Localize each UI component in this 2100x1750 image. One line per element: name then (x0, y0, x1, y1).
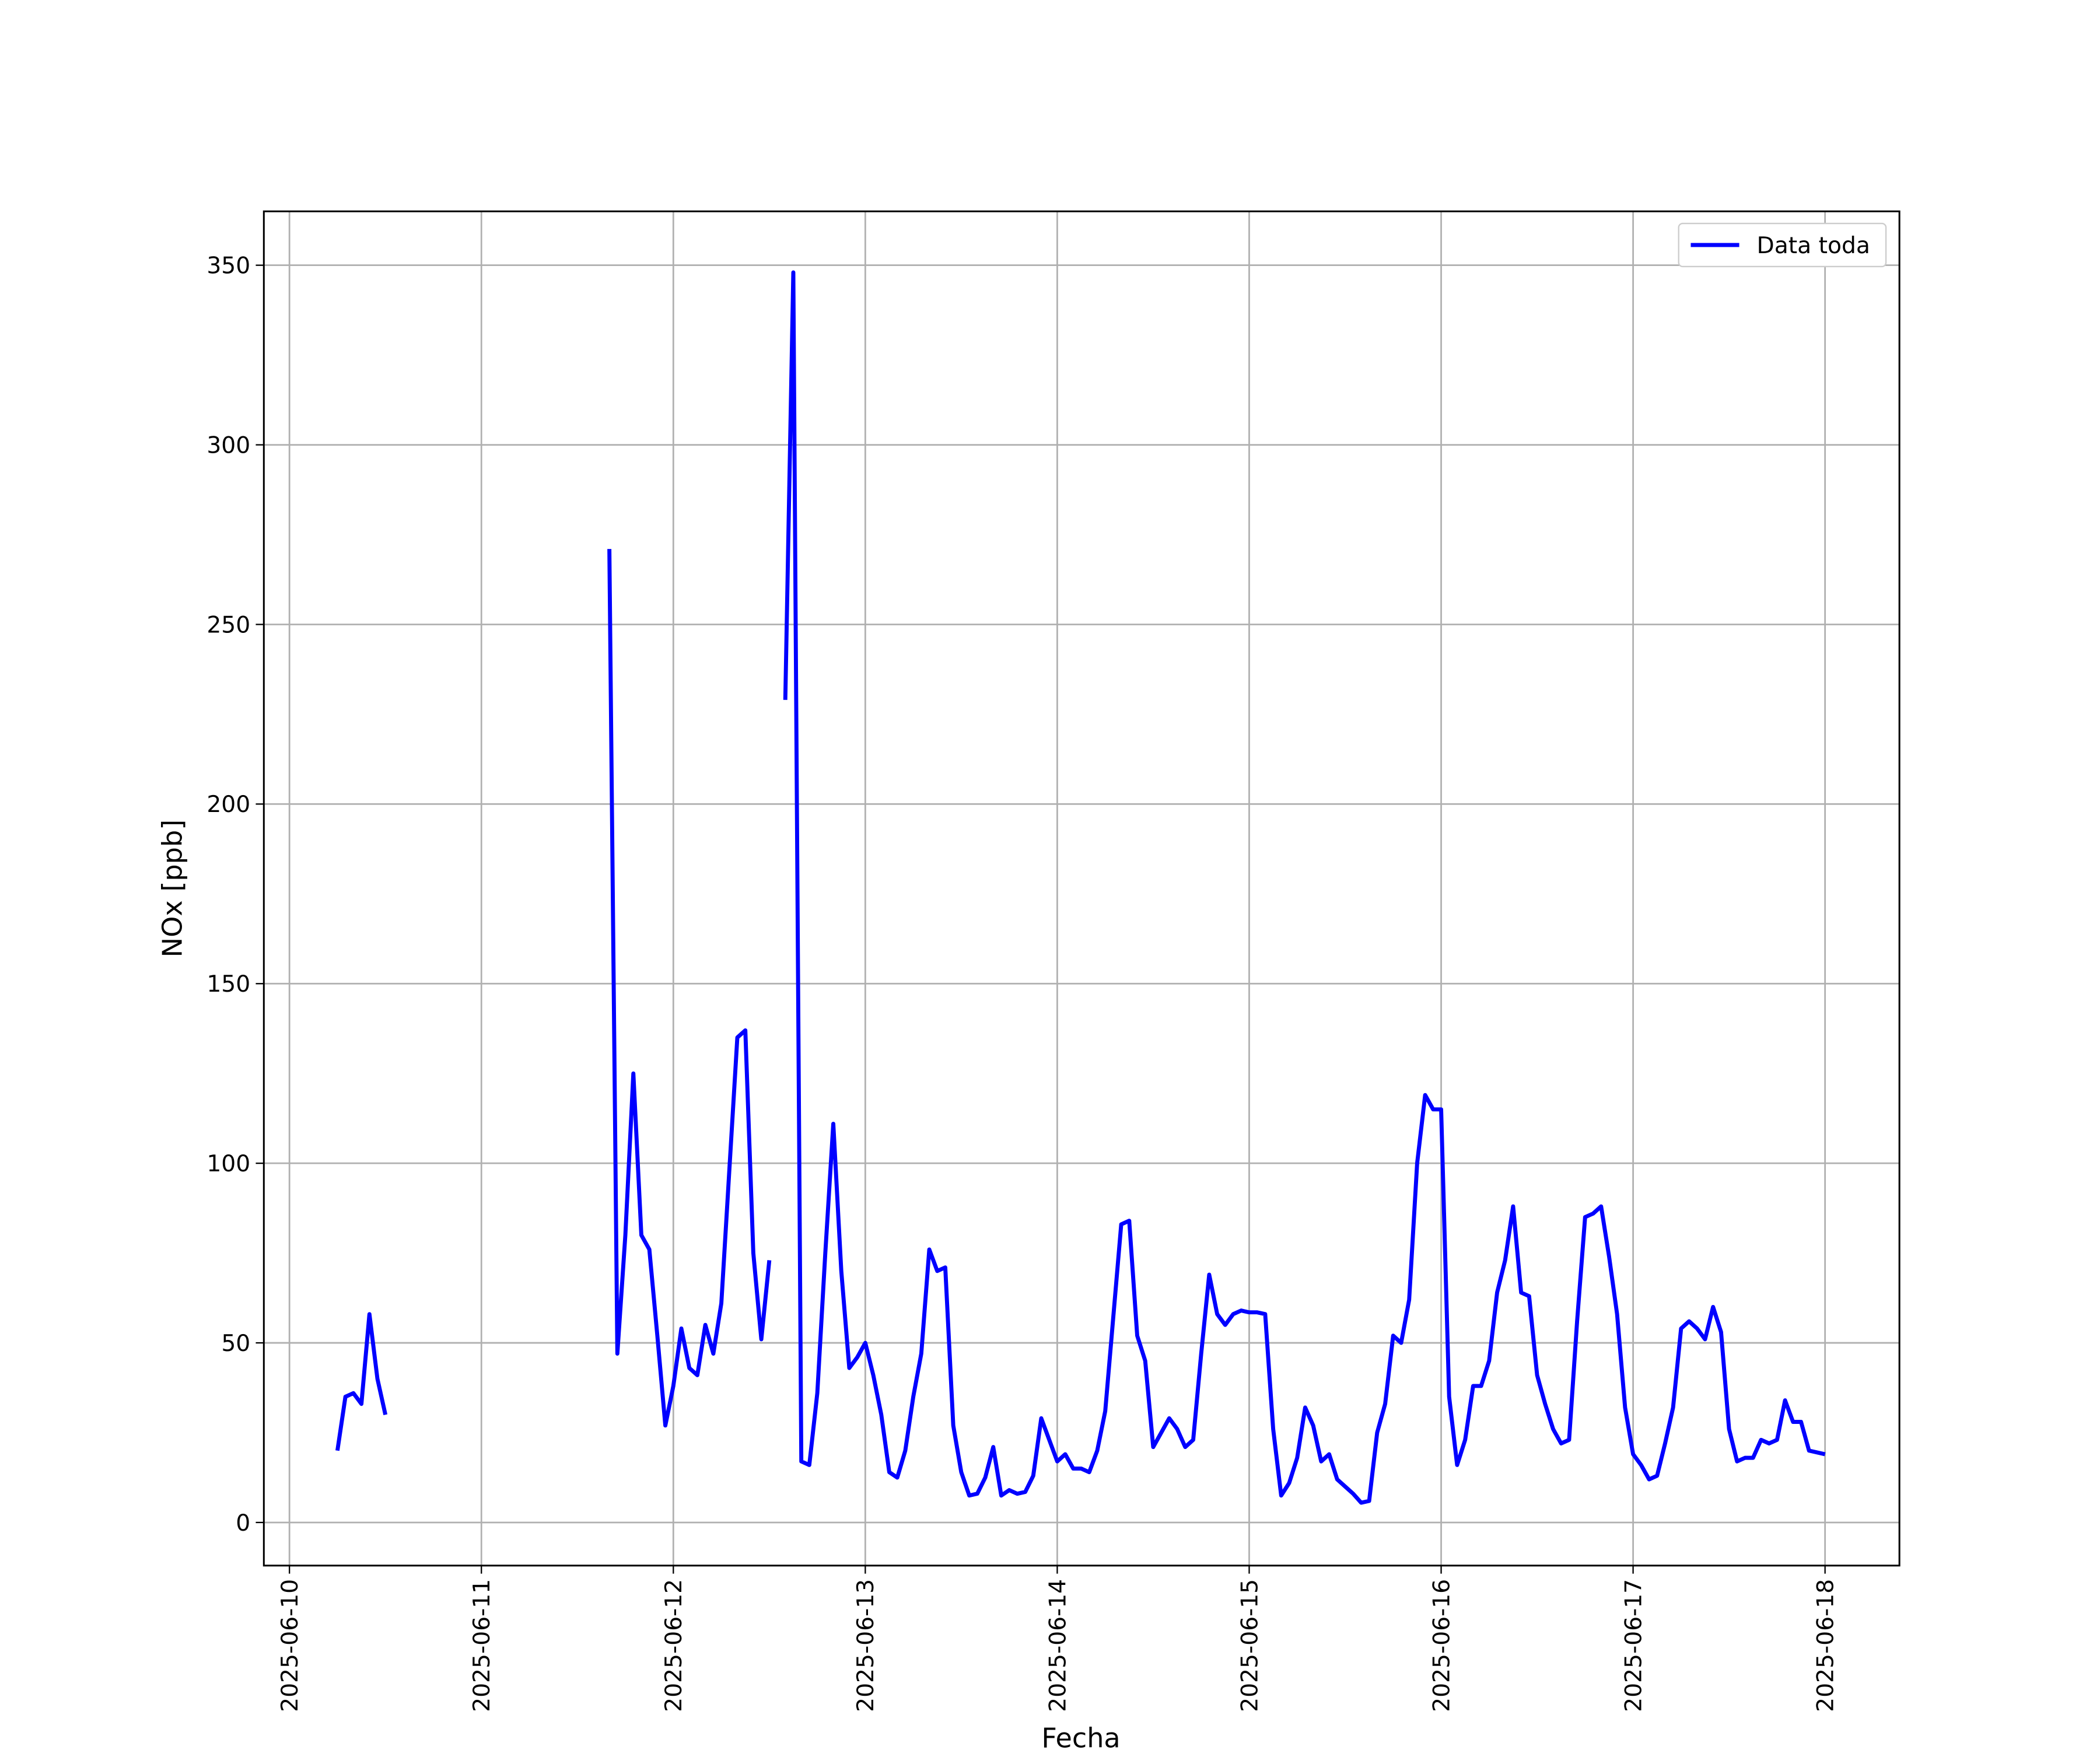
data-line (335, 270, 1826, 1505)
x-tick-label: 2025-06-10 (277, 1579, 303, 1712)
x-tick-label: 2025-06-12 (661, 1579, 687, 1712)
y-tick-label: 300 (206, 432, 250, 459)
x-tick-label: 2025-06-15 (1237, 1579, 1263, 1712)
x-tick-label: 2025-06-17 (1620, 1579, 1647, 1712)
legend-label: Data toda (1757, 233, 1870, 259)
plot-frame (262, 210, 1901, 1567)
x-tick-label: 2025-06-13 (853, 1579, 879, 1712)
y-axis-label: NOx [ppb] (157, 820, 188, 958)
y-tick-label: 250 (206, 612, 250, 638)
legend-box (1678, 222, 1887, 268)
y-tick-label: 50 (221, 1331, 250, 1357)
y-tick-label: 350 (206, 253, 250, 279)
x-axis-label: Fecha (1041, 1722, 1120, 1750)
x-tick-label: 2025-06-14 (1045, 1579, 1071, 1712)
x-tick-label: 2025-06-16 (1429, 1579, 1455, 1712)
y-tick-label: 100 (206, 1151, 250, 1177)
x-tick-label: 2025-06-11 (469, 1579, 495, 1712)
y-tick-label: 200 (206, 792, 250, 818)
x-tick-label: 2025-06-18 (1812, 1579, 1839, 1712)
y-tick-label: 150 (206, 971, 250, 998)
y-tick-label: 0 (236, 1510, 250, 1536)
